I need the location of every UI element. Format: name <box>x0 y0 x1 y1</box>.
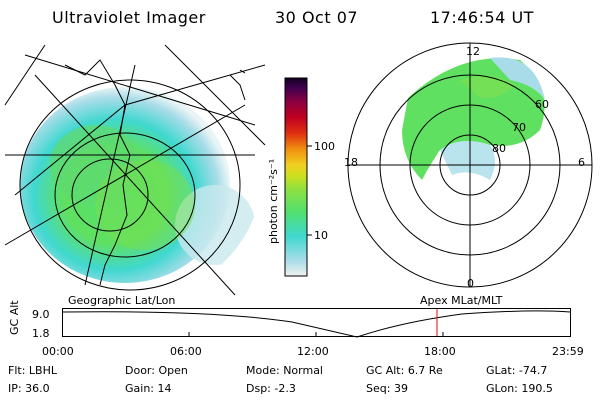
geographic-image <box>4 44 266 296</box>
param-gc-alt: GC Alt: 6.7 Re <box>366 364 443 377</box>
altitude-curve <box>62 310 571 338</box>
altitude-plot <box>62 308 571 338</box>
param-glon: GLon: 190.5 <box>486 382 553 395</box>
altitude-ytick-9: 9.0 <box>32 308 50 321</box>
mlt-label-6: 6 <box>578 156 585 169</box>
colorbar <box>284 77 312 277</box>
coastline <box>64 59 131 286</box>
mlat-label-80: 80 <box>492 142 506 155</box>
mlt-label-18: 18 <box>344 156 358 169</box>
altitude-xtick-18: 18:00 <box>424 345 456 358</box>
altitude-ylabel: GC Alt <box>8 300 21 335</box>
geographic-label: Geographic Lat/Lon <box>68 294 176 307</box>
altitude-xtick-12: 12:00 <box>297 345 329 358</box>
param-ip: IP: 36.0 <box>8 382 50 395</box>
altitude-xtick-06: 06:00 <box>170 345 202 358</box>
param-gain: Gain: 14 <box>125 382 172 395</box>
param-mode: Mode: Normal <box>246 364 323 377</box>
colorbar-unit-label: photon cm⁻²s⁻¹ <box>267 158 280 244</box>
polar-grid <box>347 42 593 288</box>
apex-label: Apex MLat/MLT <box>420 294 503 307</box>
altitude-xtick-2359: 23:59 <box>552 345 584 358</box>
polar-image <box>347 42 593 288</box>
altitude-ytick-1-8: 1.8 <box>32 327 50 340</box>
param-glat: GLat: -74.7 <box>486 364 548 377</box>
colorbar-tick-100: 100 <box>314 140 335 153</box>
mlat-label-60: 60 <box>535 98 549 111</box>
param-door: Door: Open <box>125 364 188 377</box>
altitude-xtick-00: 00:00 <box>42 345 74 358</box>
colorbar-tick-10: 10 <box>314 229 328 242</box>
mlat-label-70: 70 <box>512 121 526 134</box>
lat-lon-grid <box>4 44 266 296</box>
mlt-label-0: 0 <box>467 277 474 290</box>
param-seq: Seq: 39 <box>366 382 408 395</box>
mlt-label-12: 12 <box>466 45 480 58</box>
time-label: 17:46:54 UT <box>430 8 534 27</box>
date-label: 30 Oct 07 <box>275 8 359 27</box>
instrument-title: Ultraviolet Imager <box>52 8 206 27</box>
param-dsp: Dsp: -2.3 <box>246 382 296 395</box>
param-filter: Flt: LBHL <box>8 364 57 377</box>
